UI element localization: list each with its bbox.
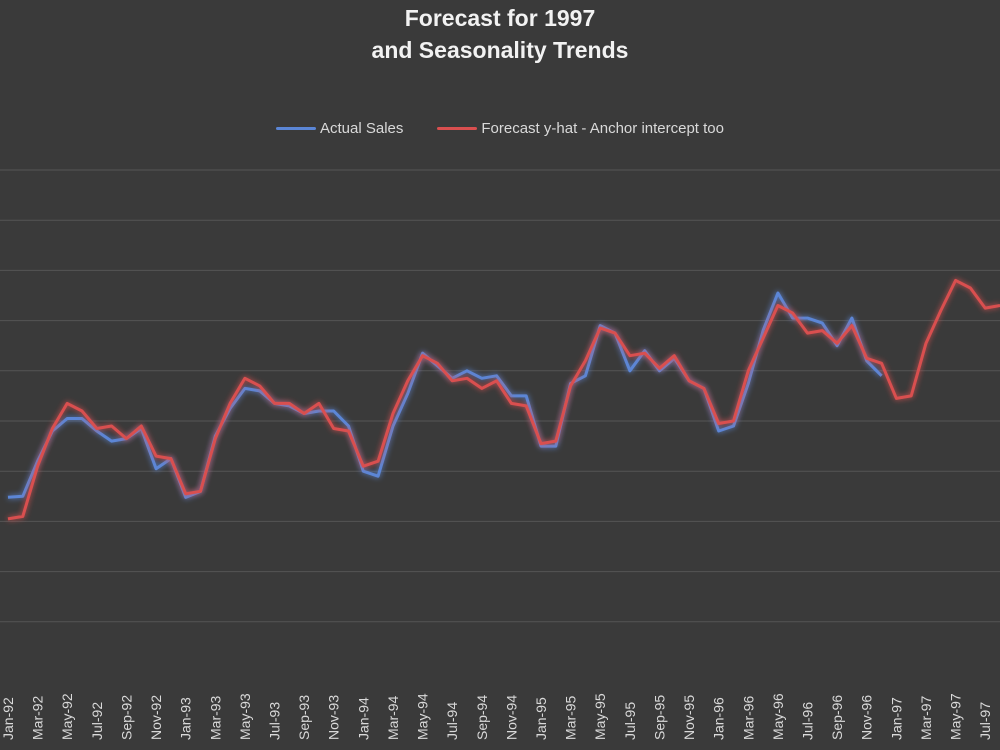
- x-tick-label: Nov-96: [859, 695, 875, 740]
- series-line-actual-sales: [7, 291, 883, 499]
- x-tick-label: Nov-93: [326, 695, 342, 740]
- series-lines: [7, 278, 1000, 521]
- x-tick-label: Jul-94: [444, 702, 460, 740]
- x-tick-label: Jan-97: [888, 697, 904, 740]
- x-tick-label: Jan-92: [0, 697, 16, 740]
- x-tick-label: Nov-95: [681, 695, 697, 740]
- x-tick-label: May-96: [770, 693, 786, 740]
- x-tick-label: Sep-96: [829, 695, 845, 740]
- x-tick-label: May-97: [948, 693, 964, 740]
- chart-title: Forecast for 1997 and Seasonality Trends: [0, 2, 1000, 66]
- chart-title-line2: and Seasonality Trends: [371, 37, 629, 63]
- legend-swatch-forecast: [437, 127, 478, 130]
- x-tick-label: Nov-92: [148, 695, 164, 740]
- x-tick-label: Sep-94: [474, 695, 490, 740]
- x-tick-label: Sep-92: [118, 695, 134, 740]
- x-tick-label: Mar-94: [385, 695, 401, 740]
- x-axis-labels: Jan-92 Mar-92 May-92 Jul-92 Sep-92 Nov-92 Jan-…: [0, 693, 993, 740]
- legend-swatch-actual-sales: [275, 127, 316, 130]
- legend-item-actual-sales: Actual Sales: [275, 120, 404, 137]
- x-tick-label: May-93: [237, 693, 253, 740]
- chart-legend: Actual Sales Forecast y-hat - Anchor int…: [0, 120, 1000, 137]
- series-line-forecast: [7, 278, 1000, 521]
- x-tick-label: Jan-94: [355, 697, 371, 740]
- x-tick-label: Mar-95: [563, 695, 579, 740]
- chart-title-line1: Forecast for 1997: [404, 5, 596, 31]
- x-tick-label: May-95: [592, 693, 608, 740]
- x-tick-label: Sep-95: [651, 695, 667, 740]
- x-tick-label: Mar-93: [207, 695, 223, 740]
- x-tick-label: Jul-95: [622, 702, 638, 740]
- legend-label-forecast: Forecast y-hat - Anchor intercept too: [481, 120, 724, 137]
- gridlines: [0, 169, 1000, 623]
- x-tick-label: Mar-96: [740, 695, 756, 740]
- x-tick-label: Sep-93: [296, 695, 312, 740]
- x-tick-label: May-94: [415, 693, 431, 740]
- x-tick-label: Jan-96: [711, 697, 727, 740]
- x-tick-label: Jul-96: [800, 702, 816, 740]
- x-tick-label: Jul-93: [267, 702, 283, 740]
- x-tick-label: Mar-97: [918, 695, 934, 740]
- x-tick-label: Nov-94: [503, 695, 519, 740]
- x-tick-label: Jan-95: [533, 697, 549, 740]
- x-tick-label: May-92: [59, 693, 75, 740]
- x-tick-label: Jan-93: [178, 697, 194, 740]
- x-tick-label: Jul-97: [977, 702, 993, 740]
- x-tick-label: Jul-92: [89, 702, 105, 740]
- x-tick-label: Mar-92: [30, 695, 46, 740]
- legend-item-forecast: Forecast y-hat - Anchor intercept too: [437, 120, 724, 137]
- legend-label-actual-sales: Actual Sales: [319, 120, 404, 137]
